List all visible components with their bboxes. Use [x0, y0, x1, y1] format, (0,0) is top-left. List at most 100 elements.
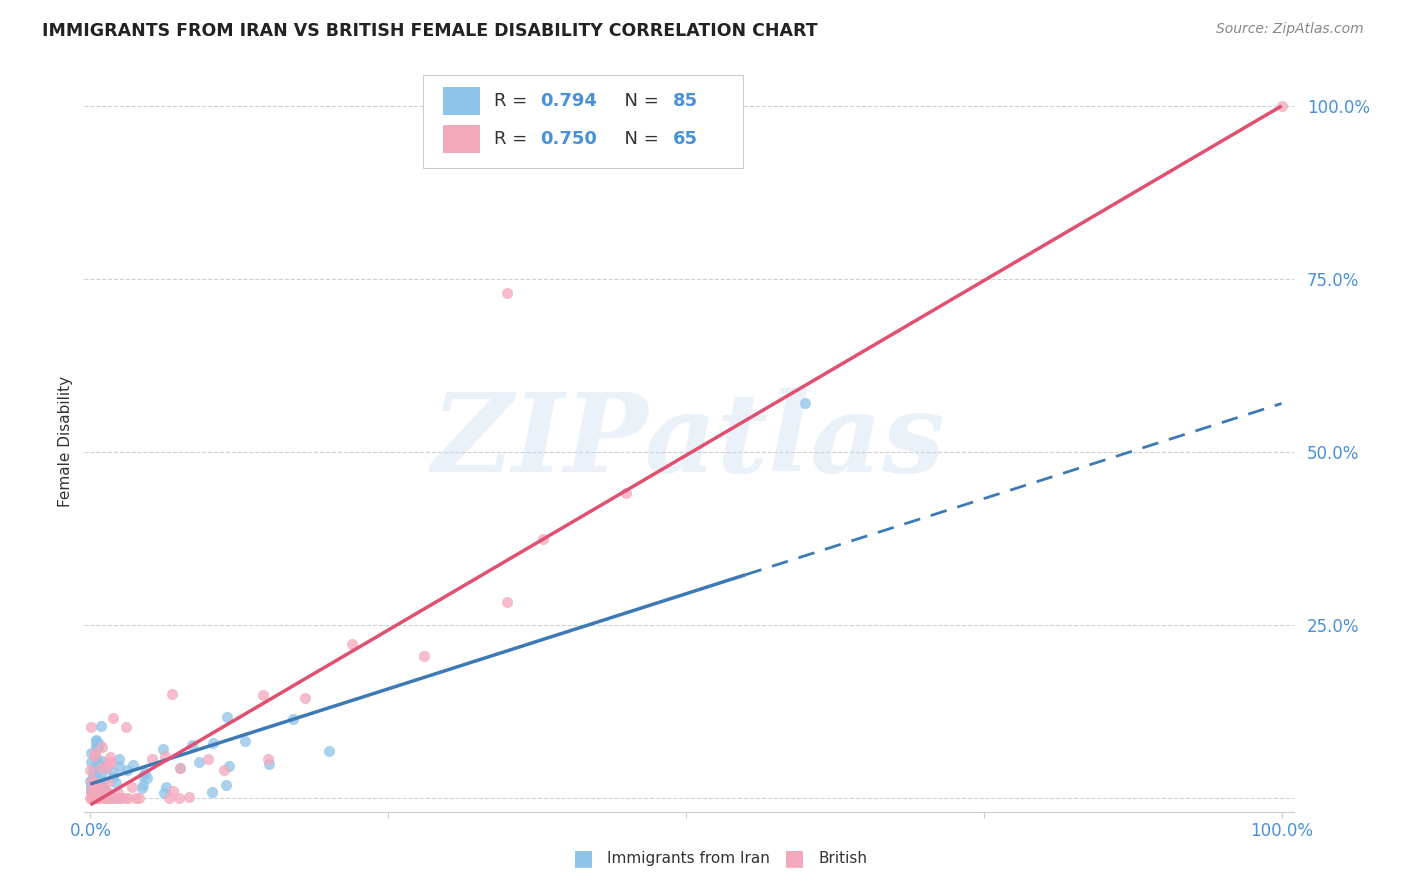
Point	[87, 758, 110, 772]
Point	[121, 780, 143, 795]
Point	[84, 790, 107, 805]
Point	[91, 783, 114, 797]
Point	[86, 763, 108, 777]
Point	[97, 775, 120, 789]
Point	[83, 766, 105, 780]
Point	[84, 790, 107, 805]
Point	[496, 285, 519, 300]
Point	[86, 786, 108, 800]
Point	[180, 738, 202, 752]
Point	[108, 790, 131, 805]
Point	[83, 776, 105, 790]
Point	[94, 790, 117, 805]
Point	[83, 768, 105, 782]
Text: British: British	[818, 851, 868, 865]
Point	[496, 594, 519, 608]
Point	[101, 770, 124, 784]
Point	[86, 790, 108, 805]
Point	[86, 739, 108, 754]
Text: Immigrants from Iran: Immigrants from Iran	[607, 851, 770, 865]
Point	[134, 766, 156, 780]
Point	[100, 790, 122, 805]
Point	[93, 761, 115, 775]
Point	[82, 776, 104, 790]
Point	[131, 778, 153, 792]
Point	[82, 768, 104, 782]
Point	[89, 787, 111, 801]
Point	[114, 790, 136, 805]
Point	[202, 735, 225, 749]
Point	[83, 749, 105, 764]
Point	[128, 790, 150, 805]
Point	[91, 740, 114, 755]
Point	[86, 754, 108, 768]
Point	[86, 790, 108, 805]
Point	[86, 739, 108, 753]
Text: R =: R =	[495, 129, 533, 148]
Point	[89, 780, 111, 795]
Point	[169, 761, 191, 775]
Point	[90, 761, 112, 775]
Point	[79, 746, 101, 760]
Point	[115, 720, 138, 734]
Point	[616, 486, 638, 500]
Point	[82, 784, 104, 798]
Point	[160, 686, 183, 700]
Point	[82, 763, 104, 777]
Text: IMMIGRANTS FROM IRAN VS BRITISH FEMALE DISABILITY CORRELATION CHART: IMMIGRANTS FROM IRAN VS BRITISH FEMALE D…	[42, 22, 818, 40]
Point	[83, 760, 105, 774]
Point	[84, 746, 107, 760]
Point	[96, 755, 118, 769]
Point	[83, 766, 105, 780]
Point	[90, 778, 112, 792]
Point	[86, 790, 108, 805]
Point	[97, 790, 120, 805]
Point	[153, 749, 176, 764]
Point	[252, 688, 274, 702]
Point	[217, 710, 239, 724]
Point	[131, 769, 153, 783]
Point	[97, 786, 120, 800]
Point	[90, 719, 112, 733]
Point	[87, 790, 110, 805]
Point	[101, 765, 124, 780]
Text: Source: ZipAtlas.com: Source: ZipAtlas.com	[1216, 22, 1364, 37]
Point	[83, 788, 105, 802]
Point	[80, 773, 103, 788]
Text: ■: ■	[785, 848, 804, 868]
Point	[155, 780, 177, 794]
Point	[257, 757, 280, 772]
Point	[87, 790, 110, 805]
Point	[125, 790, 148, 805]
Point	[84, 739, 107, 753]
Text: ZIPatlas: ZIPatlas	[432, 388, 946, 495]
Point	[89, 781, 111, 796]
Point	[79, 763, 101, 777]
Point	[179, 789, 201, 804]
Point	[96, 790, 118, 805]
Point	[107, 786, 129, 800]
Point	[82, 772, 104, 787]
Point	[82, 780, 104, 795]
Point	[94, 790, 117, 805]
Point	[108, 758, 131, 772]
Point	[318, 744, 340, 758]
Point	[91, 759, 114, 773]
FancyBboxPatch shape	[443, 125, 479, 153]
Point	[412, 649, 434, 664]
Point	[108, 752, 131, 766]
Y-axis label: Female Disability: Female Disability	[58, 376, 73, 508]
Point	[79, 785, 101, 799]
Point	[80, 779, 103, 793]
Point	[201, 785, 224, 799]
Point	[90, 764, 112, 779]
Point	[197, 752, 219, 766]
Point	[96, 760, 118, 774]
Point	[214, 763, 236, 777]
Point	[91, 755, 114, 769]
Point	[86, 766, 108, 780]
Point	[97, 790, 120, 805]
Point	[141, 752, 163, 766]
Point	[93, 774, 115, 789]
Point	[294, 690, 316, 705]
